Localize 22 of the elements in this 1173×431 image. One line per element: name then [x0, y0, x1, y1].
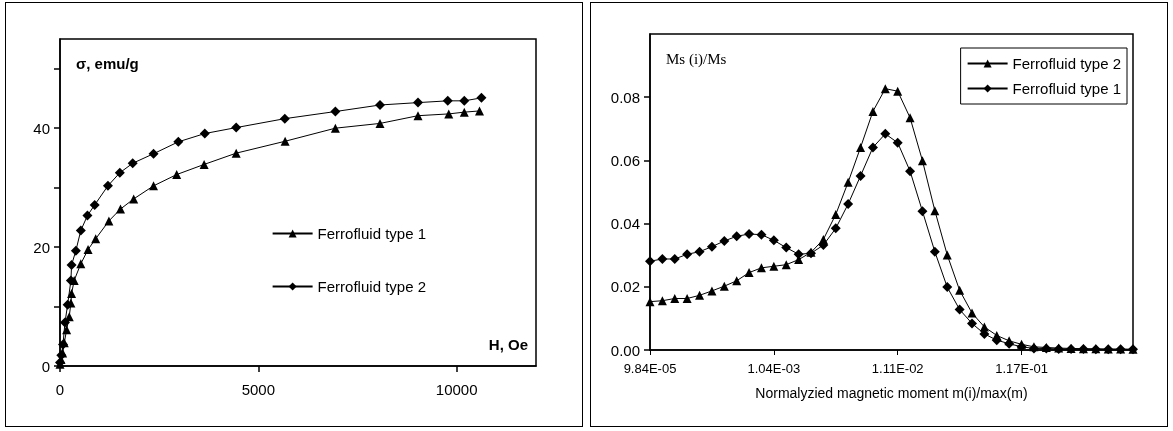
- legend-label: Ferrofluid type 1: [1012, 80, 1122, 97]
- x-tick-label: 1.11E-02: [871, 361, 924, 376]
- y-tick-label: 0.08: [610, 88, 640, 106]
- x-tick-label: 10000: [435, 381, 478, 398]
- x-tick-label: 0: [55, 381, 65, 398]
- x-axis-title: Normalyzied magnetic moment m(i)/max(m): [755, 385, 1028, 401]
- y-axis-title: Ms (i)/Ms: [666, 50, 727, 68]
- y-tick-label: 0.00: [610, 341, 640, 359]
- x-tick-label: 5000: [241, 381, 276, 398]
- y-tick-label: 0.02: [610, 278, 640, 296]
- x-tick-label: 1.17E-01: [995, 361, 1048, 376]
- y-tick-label: 0.06: [610, 151, 640, 169]
- y-tick-label: 40: [33, 119, 50, 137]
- legend-label: Ferrofluid type 2: [317, 278, 427, 295]
- x-tick-label: 9.84E-05: [623, 361, 677, 376]
- y-tick-label: 0.04: [610, 215, 640, 233]
- y-tick-label: 20: [33, 238, 50, 256]
- legend-label: Ferrofluid type 1: [317, 225, 427, 242]
- legend-label: Ferrofluid type 2: [1012, 55, 1122, 72]
- x-axis-title: H, Oe: [488, 336, 528, 353]
- y-axis-title: σ, emu/g: [76, 55, 139, 72]
- x-tick-label: 1.04E-03: [747, 361, 801, 376]
